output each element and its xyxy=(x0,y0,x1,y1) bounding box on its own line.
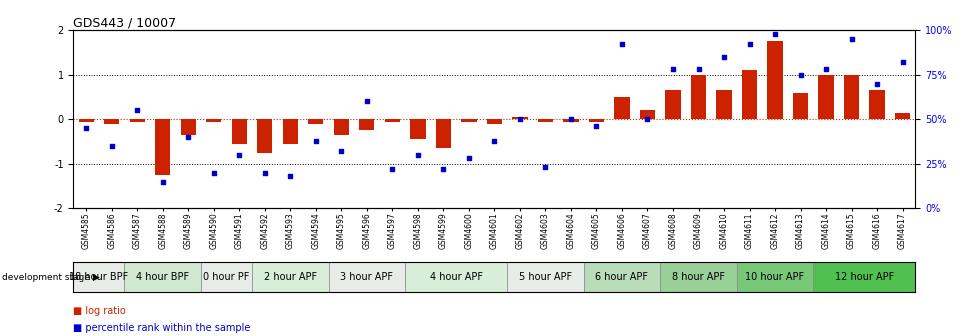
Point xyxy=(104,143,119,149)
Bar xyxy=(716,90,731,119)
Bar xyxy=(78,119,94,122)
Text: GDS443 / 10007: GDS443 / 10007 xyxy=(73,16,176,29)
Point xyxy=(894,59,910,65)
Point xyxy=(155,179,170,184)
Text: 4 hour BPF: 4 hour BPF xyxy=(136,272,189,282)
Bar xyxy=(359,119,375,130)
Point xyxy=(767,31,782,37)
Point xyxy=(410,152,425,158)
Text: 3 hour APF: 3 hour APF xyxy=(340,272,393,282)
Point xyxy=(283,174,298,179)
Bar xyxy=(613,97,629,119)
Point xyxy=(78,126,94,131)
Bar xyxy=(308,119,323,124)
Point xyxy=(359,99,375,104)
Point xyxy=(741,42,757,47)
Bar xyxy=(583,262,659,292)
Point xyxy=(664,67,680,72)
Bar xyxy=(410,119,425,139)
Bar xyxy=(818,75,833,119)
Bar xyxy=(200,262,251,292)
Bar xyxy=(588,119,603,122)
Bar xyxy=(894,113,910,119)
Bar xyxy=(435,119,451,148)
Point xyxy=(308,138,324,143)
Point xyxy=(716,54,732,60)
Bar xyxy=(813,262,914,292)
Bar xyxy=(73,262,124,292)
Point xyxy=(588,124,603,129)
Bar xyxy=(736,262,813,292)
Bar xyxy=(257,119,272,153)
Bar xyxy=(741,70,756,119)
Bar xyxy=(206,119,221,122)
Point xyxy=(461,156,476,161)
Point xyxy=(256,170,272,175)
Text: 18 hour BPF: 18 hour BPF xyxy=(69,272,128,282)
Point xyxy=(639,117,654,122)
Point xyxy=(129,108,145,113)
Bar xyxy=(537,119,553,122)
Point xyxy=(689,67,705,72)
Bar xyxy=(690,75,705,119)
Bar xyxy=(155,119,170,175)
Text: 5 hour APF: 5 hour APF xyxy=(518,272,571,282)
Point xyxy=(843,37,859,42)
Point xyxy=(486,138,502,143)
Bar xyxy=(868,90,884,119)
Text: 8 hour APF: 8 hour APF xyxy=(671,272,725,282)
Text: ■ percentile rank within the sample: ■ percentile rank within the sample xyxy=(73,323,250,333)
Text: development stage ▶: development stage ▶ xyxy=(2,273,100,282)
Bar xyxy=(659,262,736,292)
Bar xyxy=(405,262,507,292)
Text: 4 hour APF: 4 hour APF xyxy=(429,272,482,282)
Bar xyxy=(562,119,578,122)
Bar xyxy=(486,119,502,124)
Bar xyxy=(333,119,348,135)
Point xyxy=(231,152,246,158)
Bar xyxy=(329,262,405,292)
Bar xyxy=(180,119,196,135)
Bar xyxy=(232,119,246,144)
Bar xyxy=(129,119,145,122)
Text: 2 hour APF: 2 hour APF xyxy=(263,272,317,282)
Point xyxy=(792,72,808,78)
Text: 6 hour APF: 6 hour APF xyxy=(595,272,647,282)
Bar xyxy=(792,93,808,119)
Bar xyxy=(511,117,527,119)
Point xyxy=(384,166,400,172)
Point xyxy=(613,42,629,47)
Point xyxy=(333,149,349,154)
Text: ■ log ratio: ■ log ratio xyxy=(73,306,126,316)
Point xyxy=(818,67,833,72)
Bar xyxy=(843,75,859,119)
Bar xyxy=(507,262,583,292)
Bar xyxy=(283,119,297,144)
Bar xyxy=(461,119,476,122)
Point xyxy=(562,117,578,122)
Text: 12 hour APF: 12 hour APF xyxy=(834,272,893,282)
Bar xyxy=(640,110,654,119)
Bar xyxy=(124,262,200,292)
Bar xyxy=(251,262,329,292)
Bar xyxy=(384,119,400,122)
Point xyxy=(537,165,553,170)
Point xyxy=(180,134,196,140)
Point xyxy=(205,170,221,175)
Bar xyxy=(767,41,781,119)
Point xyxy=(511,117,527,122)
Bar xyxy=(104,119,119,124)
Text: 0 hour PF: 0 hour PF xyxy=(203,272,249,282)
Bar xyxy=(665,90,680,119)
Text: 10 hour APF: 10 hour APF xyxy=(744,272,804,282)
Point xyxy=(435,166,451,172)
Point xyxy=(868,81,884,86)
